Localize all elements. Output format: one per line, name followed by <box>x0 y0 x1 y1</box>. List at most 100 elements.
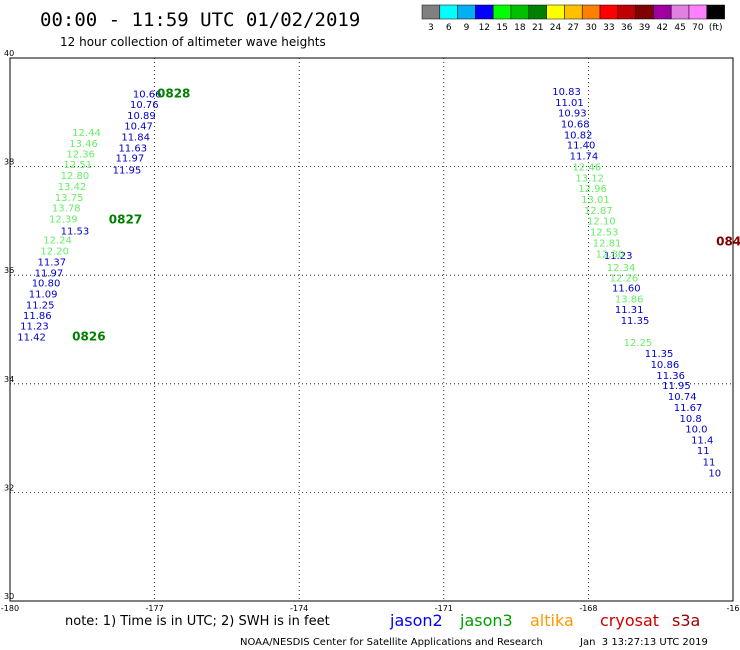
y-tick-label: 36 <box>4 266 14 275</box>
color-scale-label: 42 <box>657 23 668 33</box>
footer-timestamp: Jan 3 13:27:13 UTC 2019 <box>579 637 708 648</box>
wave-height-value: 13.86 <box>615 294 644 305</box>
wave-height-value: 11 <box>703 457 716 468</box>
x-tick-label: -171 <box>435 604 453 613</box>
color-swatch <box>439 4 458 20</box>
color-scale-label: 39 <box>639 23 651 33</box>
wave-height-value: 11.60 <box>612 283 641 294</box>
pass-time-label: 0826 <box>72 329 105 343</box>
chart-title: 00:00 - 11:59 UTC 01/02/2019 <box>40 9 360 31</box>
satellite-legend-item: altika <box>530 611 574 630</box>
wave-height-value: 11.97 <box>116 154 145 165</box>
wave-height-value: 12.46 <box>572 162 601 173</box>
wave-height-value: 13.75 <box>55 193 84 204</box>
color-scale-label: 18 <box>514 23 526 33</box>
wave-height-value: 10.47 <box>124 122 153 133</box>
wave-height-value: 11.31 <box>615 305 644 316</box>
color-scale-label: 9 <box>464 23 470 33</box>
color-swatch <box>635 4 654 20</box>
pass-time-label: 0840 <box>716 234 740 248</box>
wave-height-value: 11.25 <box>26 300 55 311</box>
color-swatch <box>421 4 441 20</box>
color-scale-label: 70 <box>692 23 704 33</box>
wave-height-value: 12.39 <box>49 215 78 226</box>
wave-height-value: 10.74 <box>668 392 697 403</box>
wave-height-value: 10.89 <box>127 111 156 122</box>
wave-height-value: 10.68 <box>561 120 590 131</box>
color-scale-label: 6 <box>446 23 452 33</box>
wave-height-value: 11.63 <box>118 143 147 154</box>
wave-height-value: 11.86 <box>23 311 52 322</box>
color-scale-label: (ft) <box>709 23 723 33</box>
y-tick-label: 38 <box>4 158 14 167</box>
wave-height-value: 13.12 <box>575 173 604 184</box>
color-swatch <box>599 4 619 20</box>
wave-height-value: 11.95 <box>113 166 142 177</box>
wave-height-value: 11.40 <box>567 141 596 152</box>
color-swatch <box>546 4 565 20</box>
y-tick-label: 30 <box>4 592 14 601</box>
wave-height-value: 11.35 <box>621 316 650 327</box>
x-tick-label: -180 <box>1 604 19 613</box>
wave-height-value: 13.78 <box>52 204 81 215</box>
wave-height-value: 11.67 <box>674 403 703 414</box>
color-swatch <box>510 4 530 20</box>
wave-height-value: 13.01 <box>581 195 610 206</box>
color-swatch <box>706 4 725 20</box>
color-scale-label: 27 <box>568 23 579 33</box>
x-tick-label: -16 <box>726 604 739 613</box>
time-labels: 0826 0827 0828 0840 <box>72 87 740 344</box>
y-tick-label: 34 <box>4 375 14 384</box>
wave-height-value: 12.20 <box>40 247 69 258</box>
x-tick-label: -174 <box>290 604 308 613</box>
color-swatch <box>670 4 690 20</box>
plot-frame <box>9 57 734 602</box>
x-tick-label: -177 <box>146 604 164 613</box>
satellite-legend-item: s3a <box>672 611 700 630</box>
wave-height-value: 11.01 <box>555 98 584 109</box>
color-scale-label: 33 <box>603 23 614 33</box>
wave-height-value: 11.42 <box>17 332 46 343</box>
wave-height-value: 10.66 <box>133 90 162 101</box>
wave-height-value: 10 <box>708 469 721 480</box>
satellite-legend-item: jason3 <box>459 611 513 630</box>
color-swatch <box>475 4 494 20</box>
color-scale-label: 21 <box>532 23 543 33</box>
pass-time-label: 0827 <box>109 213 142 227</box>
wave-height-value: 11.97 <box>35 268 64 279</box>
footer-note: note: 1) Time is in UTC; 2) SWH is in fe… <box>65 614 330 629</box>
wave-height-value: 12.51 <box>64 160 93 171</box>
color-scale-label: 45 <box>674 23 685 33</box>
satellite-legend: jason2 jason3 altika cryosat s3a <box>389 611 700 630</box>
wave-height-value: 12.26 <box>610 274 639 285</box>
y-axis-ticks: 30 32 34 36 38 40 <box>4 49 14 601</box>
wave-height-value: 10.93 <box>558 109 587 120</box>
wave-height-value: 12.34 <box>607 263 636 274</box>
plot-grid <box>10 58 733 601</box>
data-points: 11.4211.2311.8611.2511.0910.8011.9711.37… <box>17 87 721 480</box>
wave-height-value: 10.8 <box>679 414 701 425</box>
wave-height-value: 12.25 <box>624 338 653 349</box>
color-swatch <box>617 4 636 20</box>
x-tick-label: -168 <box>579 604 597 613</box>
wave-height-value: 11.95 <box>662 381 691 392</box>
color-scale-label: 30 <box>585 23 597 33</box>
wave-height-value: 12.87 <box>584 206 613 217</box>
wave-height-value: 10.83 <box>552 87 581 98</box>
color-scale-label: 12 <box>479 23 490 33</box>
satellite-legend-item: cryosat <box>600 611 659 630</box>
wave-height-value: 12.80 <box>61 171 90 182</box>
wave-height-value: 12.81 <box>593 238 622 249</box>
color-swatch <box>528 4 547 20</box>
wave-height-value: 11.23 <box>20 322 49 333</box>
color-scale-label: 3 <box>428 23 434 33</box>
wave-height-value: 11.37 <box>37 257 66 268</box>
color-scale-label: 24 <box>550 23 562 33</box>
wave-height-value: 13.42 <box>58 182 87 193</box>
wave-height-value: 10.80 <box>32 279 61 290</box>
wave-height-value: 10.82 <box>564 130 593 141</box>
wave-height-value: 11.53 <box>61 226 90 237</box>
wave-height-value: 11.23 <box>604 251 633 262</box>
wave-height-value: 12.10 <box>587 217 616 228</box>
